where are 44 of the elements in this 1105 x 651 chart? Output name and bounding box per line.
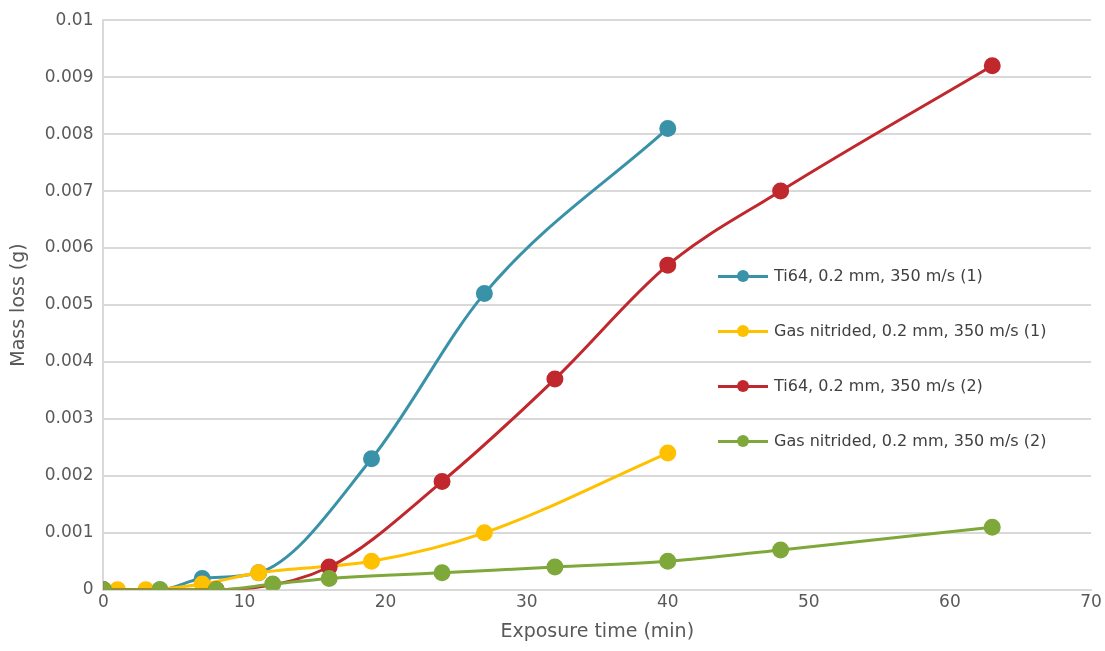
legend-label: Ti64, 0.2 mm, 350 m/s (2) bbox=[774, 376, 983, 395]
y-tick-label: 0.005 bbox=[44, 293, 94, 314]
point bbox=[363, 552, 381, 570]
x-tick-label: 70 bbox=[1080, 591, 1102, 612]
y-axis-title: Mass loss (g) bbox=[6, 243, 29, 367]
point bbox=[193, 575, 211, 590]
x-tick-label: 10 bbox=[233, 591, 256, 612]
point bbox=[772, 541, 790, 559]
x-tick-label: 50 bbox=[798, 591, 820, 612]
y-tick-label: 0.003 bbox=[44, 407, 94, 428]
point bbox=[475, 524, 493, 542]
point bbox=[546, 370, 564, 388]
point bbox=[475, 285, 493, 303]
point bbox=[659, 119, 677, 137]
point bbox=[659, 552, 677, 570]
legend-label: Gas nitrided, 0.2 mm, 350 m/s (2) bbox=[774, 431, 1047, 450]
legend-label: Gas nitrided, 0.2 mm, 350 m/s (1) bbox=[774, 321, 1047, 340]
y-tick-label: 0.01 bbox=[55, 8, 94, 29]
y-tick-label: 0.002 bbox=[44, 464, 94, 485]
point bbox=[433, 473, 451, 491]
point bbox=[264, 575, 282, 590]
y-tick-label: 0.004 bbox=[44, 350, 94, 371]
point bbox=[772, 182, 790, 200]
point bbox=[363, 450, 381, 468]
y-tick-label: 0.001 bbox=[44, 521, 94, 542]
point bbox=[433, 564, 451, 582]
x-tick-label: 60 bbox=[939, 591, 961, 612]
point bbox=[659, 256, 677, 274]
y-tick-label: 0.008 bbox=[44, 122, 94, 143]
point bbox=[546, 558, 564, 576]
y-tick-label: 0.009 bbox=[44, 65, 94, 86]
x-tick-label: 40 bbox=[656, 591, 679, 612]
x-tick-label: 30 bbox=[515, 591, 538, 612]
x-tick-label: 20 bbox=[374, 591, 397, 612]
legend-label: Ti64, 0.2 mm, 350 m/s (1) bbox=[774, 266, 983, 285]
y-tick-label: 0.006 bbox=[44, 236, 94, 257]
point bbox=[983, 57, 1001, 75]
point bbox=[983, 518, 1001, 536]
x-tick-label: 0 bbox=[98, 591, 109, 612]
x-axis-title: Exposure time (min) bbox=[500, 618, 695, 641]
y-tick-label: 0 bbox=[82, 578, 94, 599]
point bbox=[320, 569, 338, 587]
point bbox=[659, 444, 677, 462]
y-tick-label: 0.007 bbox=[44, 179, 94, 200]
